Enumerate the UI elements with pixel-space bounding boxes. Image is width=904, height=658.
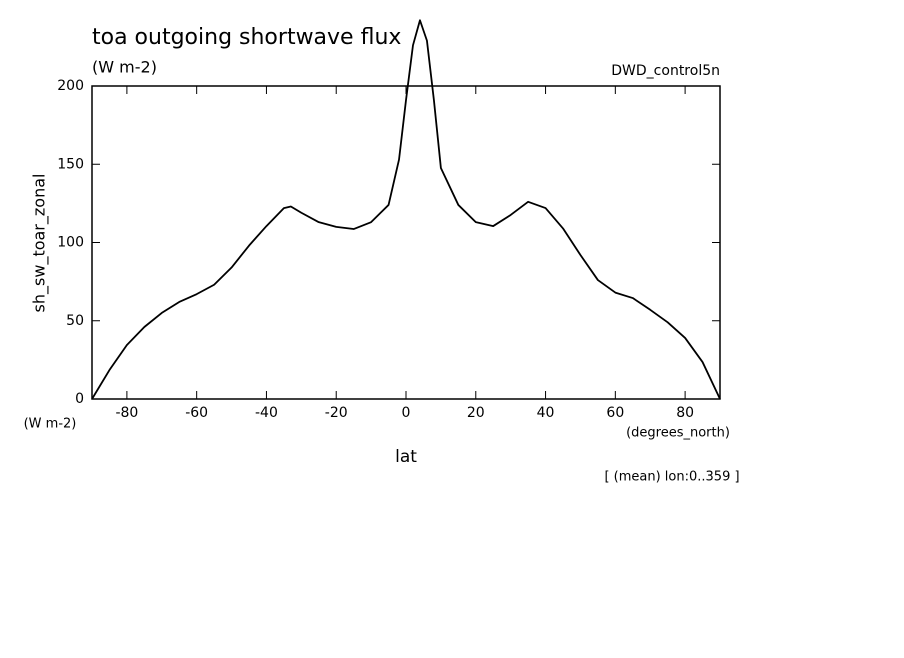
chart-subtitle: (W m-2) bbox=[92, 58, 157, 77]
x-tick-label: 0 bbox=[402, 405, 411, 421]
y-tick-label: 100 bbox=[57, 235, 84, 251]
note: [ (mean) lon:0..359 ] bbox=[604, 470, 739, 485]
y-tick-label: 0 bbox=[75, 391, 84, 407]
x-tick-label: 80 bbox=[676, 405, 694, 421]
chart-title: toa outgoing shortwave flux bbox=[92, 25, 401, 50]
x-axis-label: lat bbox=[395, 447, 417, 467]
x-tick-label: -20 bbox=[325, 405, 348, 421]
x-tick-label: 40 bbox=[537, 405, 555, 421]
x-units: (degrees_north) bbox=[626, 426, 730, 441]
plot-frame bbox=[91, 85, 721, 400]
x-tick-label: -80 bbox=[115, 405, 138, 421]
y-units: (W m-2) bbox=[24, 417, 77, 432]
x-tick-label: 20 bbox=[467, 405, 485, 421]
data-line bbox=[91, 19, 721, 400]
y-tick-label: 150 bbox=[57, 156, 84, 172]
y-tick-label: 50 bbox=[66, 313, 84, 329]
run-label: DWD_control5n bbox=[611, 63, 720, 79]
x-tick-label: -60 bbox=[185, 405, 208, 421]
x-tick-label: -40 bbox=[255, 405, 278, 421]
x-tick-label: 60 bbox=[606, 405, 624, 421]
y-axis-label: sh_sw_toar_zonal bbox=[30, 174, 50, 313]
y-tick-label: 200 bbox=[57, 78, 84, 94]
